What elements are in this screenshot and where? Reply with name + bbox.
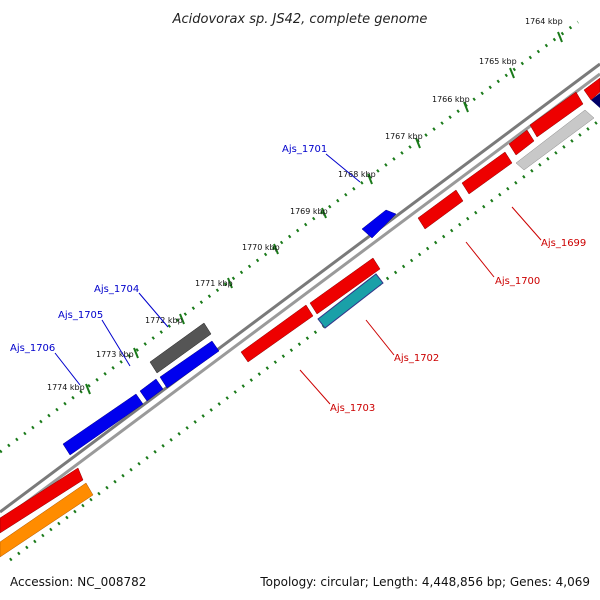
- tick-track-outer: [0, 20, 579, 454]
- gene-label-ajs-1699[interactable]: Ajs_1699: [541, 238, 586, 249]
- major-tick: [557, 31, 563, 43]
- gene-reverse-grey-arrow[interactable]: [515, 109, 595, 171]
- major-tick: [321, 207, 327, 219]
- gene-ajs-1699-arrow[interactable]: [461, 151, 513, 195]
- leader-line: [511, 206, 542, 241]
- tick-label: 1766 kbp: [432, 95, 470, 104]
- tick-track-inner: [9, 118, 600, 562]
- gene-ajs-1700-arrow[interactable]: [417, 189, 464, 230]
- reverse-strand-features: [0, 77, 600, 558]
- major-tick: [415, 137, 421, 149]
- gene-label-ajs-1703[interactable]: Ajs_1703: [330, 403, 375, 414]
- major-tick: [273, 243, 279, 255]
- forward-strand-features: [62, 93, 600, 456]
- gene-small-forward-arrow[interactable]: [139, 378, 164, 402]
- genome-summary-text: Topology: circular; Length: 4,448,856 bp…: [259, 575, 590, 589]
- gene-label-ajs-1706[interactable]: Ajs_1706: [10, 343, 55, 354]
- major-tick: [227, 277, 233, 289]
- backbone-outer: [0, 62, 600, 514]
- gene-ajs-1702-arrow[interactable]: [309, 257, 381, 315]
- gene-label-ajs-1704[interactable]: Ajs_1704: [94, 284, 139, 295]
- major-tick: [463, 101, 469, 113]
- gene-label-ajs-1705[interactable]: Ajs_1705: [58, 310, 103, 321]
- major-tick: [85, 383, 91, 395]
- leader-line: [325, 153, 361, 183]
- gene-ajs-1702-domain[interactable]: [317, 273, 384, 329]
- major-tick: [133, 347, 139, 359]
- gene-ajs-1706-arrow[interactable]: [62, 393, 144, 456]
- leader-line: [138, 292, 169, 328]
- map-title: Acidovorax sp. JS42, complete genome: [172, 12, 428, 27]
- tick-label: 1770 kbp: [242, 243, 280, 252]
- leader-line: [299, 369, 331, 405]
- gene-reverse-red-arrow[interactable]: [508, 129, 535, 156]
- gene-label-ajs-1702[interactable]: Ajs_1702: [394, 353, 439, 364]
- tick-label: 1774 kbp: [47, 383, 85, 392]
- leader-line: [54, 352, 81, 386]
- gene-ajs-1704-arrow[interactable]: [149, 322, 212, 374]
- leader-line: [365, 319, 395, 356]
- gene-reverse-red-arrow[interactable]: [583, 77, 600, 101]
- leader-line: [465, 241, 495, 278]
- gene-reverse-red-arrow[interactable]: [529, 91, 584, 138]
- major-tick: [509, 67, 515, 79]
- tick-label: 1772 kbp: [145, 316, 183, 325]
- tick-label: 1773 kbp: [96, 350, 134, 359]
- accession-text: Accession: NC_008782: [10, 575, 146, 589]
- gene-label-ajs-1700[interactable]: Ajs_1700: [495, 276, 540, 287]
- gene-bottom-red-arrow[interactable]: [0, 467, 84, 534]
- tick-label: 1771 kbp: [195, 279, 233, 288]
- gene-label-ajs-1701[interactable]: Ajs_1701: [282, 144, 327, 155]
- major-tick: [179, 313, 185, 325]
- gene-edge-navy-arrow[interactable]: [591, 93, 600, 108]
- gene-ajs-1701-arrow[interactable]: [361, 209, 397, 239]
- tick-label: 1764 kbp: [525, 17, 563, 26]
- leader-line: [101, 319, 131, 367]
- tick-label: 1768 kbp: [338, 170, 376, 179]
- tick-label: 1767 kbp: [385, 132, 423, 141]
- gene-ajs-1703-arrow[interactable]: [240, 304, 314, 363]
- backbone-inner: [0, 72, 600, 524]
- tick-label: 1765 kbp: [479, 57, 517, 66]
- tick-label: 1769 kbp: [290, 207, 328, 216]
- major-ticks: [85, 31, 563, 395]
- gene-bottom-orange-arrow[interactable]: [0, 482, 94, 558]
- major-tick: [367, 173, 373, 185]
- leader-lines: [54, 153, 542, 405]
- gene-ajs-1705-arrow[interactable]: [159, 340, 220, 389]
